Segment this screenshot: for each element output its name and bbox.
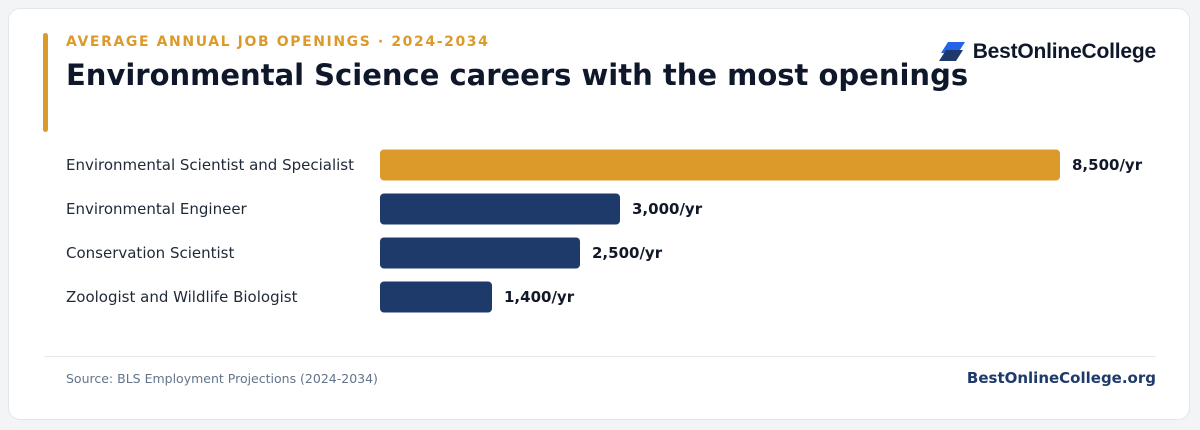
bar bbox=[380, 281, 492, 313]
value-label: 1,400/yr bbox=[504, 288, 575, 306]
bar-chart: Environmental Scientist and Specialist 8,… bbox=[0, 140, 1200, 330]
footer-brand-link[interactable]: BestOnlineCollege.org bbox=[966, 369, 1156, 387]
footer-divider bbox=[44, 356, 1156, 357]
accent-bar bbox=[43, 33, 48, 132]
bar bbox=[380, 149, 1060, 181]
value-label: 3,000/yr bbox=[632, 200, 703, 218]
chart-title: Environmental Science careers with the m… bbox=[66, 58, 969, 92]
bar-chart-svg: Environmental Scientist and Specialist 8,… bbox=[66, 149, 1143, 313]
source-note: Source: BLS Employment Projections (2024… bbox=[66, 371, 378, 386]
bar bbox=[380, 193, 620, 225]
category-label: Environmental Engineer bbox=[66, 200, 248, 218]
logo-text: BestOnlineCollege bbox=[972, 40, 1157, 63]
category-label: Conservation Scientist bbox=[66, 244, 234, 262]
value-label: 2,500/yr bbox=[592, 244, 663, 262]
value-label: 8,500/yr bbox=[1072, 156, 1143, 174]
category-label: Zoologist and Wildlife Biologist bbox=[66, 288, 298, 306]
eyebrow-label: AVERAGE ANNUAL JOB OPENINGS · 2024-2034 bbox=[66, 34, 490, 50]
brand-logo[interactable]: BestOnlineCollege bbox=[938, 40, 1157, 64]
stacked-parallelogram-logo-icon bbox=[938, 42, 965, 61]
category-label: Environmental Scientist and Specialist bbox=[66, 156, 354, 174]
bar bbox=[380, 237, 580, 269]
